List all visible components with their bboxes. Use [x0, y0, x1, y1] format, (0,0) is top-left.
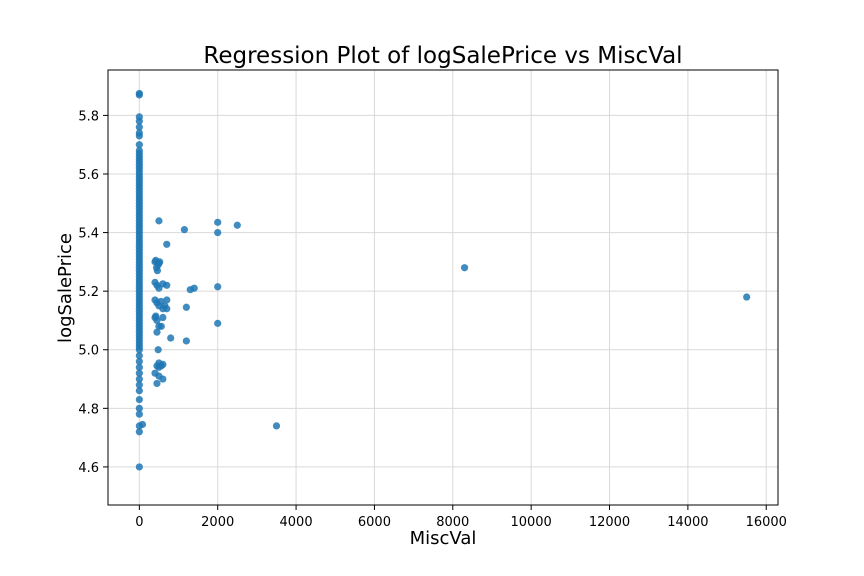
- data-point: [233, 221, 241, 229]
- data-point: [159, 313, 167, 322]
- y-tick-label: 5.2: [78, 285, 99, 300]
- data-point: [214, 218, 222, 226]
- data-point: [163, 305, 171, 313]
- data-point: [135, 369, 143, 377]
- x-axis-ticks: 0 2000 4000 6000 8000 10000 12000 14000 16000: [135, 505, 787, 530]
- data-point: [272, 422, 281, 430]
- data-point: [135, 352, 143, 360]
- data-point: [163, 240, 171, 248]
- y-tick-label: 5.0: [78, 344, 99, 359]
- y-tick-label: 4.6: [78, 461, 99, 476]
- plot-frame: [107, 69, 779, 506]
- data-point: [135, 357, 143, 366]
- data-point: [135, 428, 143, 436]
- x-axis-label: MiscVal: [410, 528, 477, 549]
- data-points: [135, 89, 751, 471]
- data-point: [135, 132, 143, 140]
- data-point: [154, 346, 162, 354]
- x-tick-label: 8000: [436, 515, 469, 530]
- data-point: [135, 141, 143, 149]
- data-point: [743, 293, 751, 301]
- x-tick-label: 16000: [746, 515, 787, 530]
- data-point: [214, 283, 222, 291]
- data-point: [157, 322, 165, 330]
- x-tick-label: 0: [135, 515, 143, 530]
- y-tick-label: 5.8: [78, 109, 99, 124]
- data-point: [155, 217, 163, 225]
- y-tick-label: 4.8: [78, 402, 99, 417]
- data-point: [153, 267, 161, 275]
- data-point: [135, 387, 143, 395]
- x-tick-label: 6000: [358, 515, 391, 530]
- data-point: [135, 123, 143, 131]
- data-point: [135, 363, 143, 371]
- grid-lines: [108, 70, 778, 505]
- data-point: [135, 463, 143, 471]
- data-point: [460, 264, 469, 272]
- data-point: [135, 117, 143, 125]
- data-point: [135, 395, 143, 404]
- x-tick-label: 14000: [667, 515, 708, 530]
- data-point: [182, 303, 190, 311]
- data-point: [153, 316, 161, 325]
- x-tick-label: 4000: [280, 515, 313, 530]
- data-point: [153, 328, 161, 336]
- y-tick-label: 5.6: [78, 168, 99, 183]
- data-point: [135, 404, 143, 412]
- data-point: [190, 284, 198, 292]
- data-point: [214, 319, 222, 327]
- data-point: [156, 258, 164, 266]
- y-tick-label: 5.4: [78, 227, 99, 242]
- data-point: [135, 381, 143, 389]
- data-point: [182, 337, 190, 345]
- data-point: [180, 226, 189, 234]
- y-axis-ticks: 4.6 4.8 5.0 5.2 5.4 5.6 5.8: [78, 109, 108, 476]
- data-point: [135, 410, 143, 418]
- x-tick-label: 12000: [589, 515, 630, 530]
- y-axis-label: logSalePrice: [55, 233, 76, 343]
- data-point: [167, 334, 175, 342]
- chart-title: Regression Plot of logSalePrice vs MiscV…: [203, 43, 682, 69]
- data-point: [159, 360, 167, 368]
- x-tick-label: 10000: [510, 515, 551, 530]
- data-point: [153, 379, 161, 388]
- data-point: [135, 375, 143, 383]
- data-point: [135, 346, 143, 354]
- data-point: [138, 420, 147, 429]
- data-point: [135, 91, 143, 99]
- x-tick-label: 2000: [201, 515, 234, 530]
- data-point: [163, 296, 171, 304]
- data-point: [159, 375, 167, 383]
- data-point: [163, 281, 171, 289]
- data-point: [214, 228, 222, 237]
